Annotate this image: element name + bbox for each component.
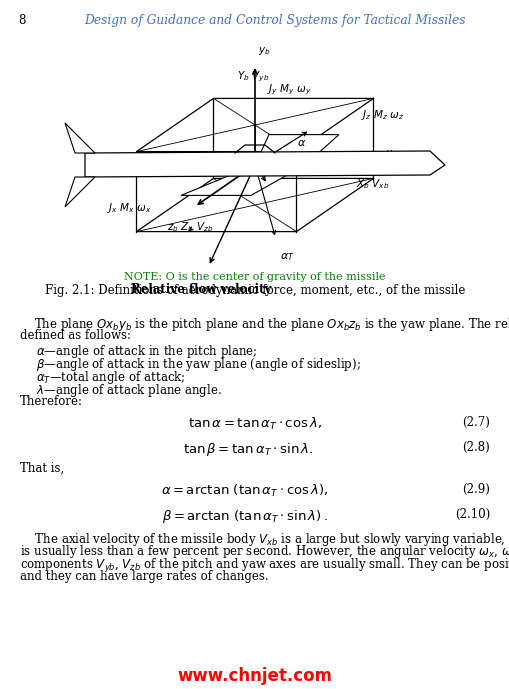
Text: That is,: That is, [20,462,64,475]
Text: $o$: $o$ [257,152,264,162]
Text: $X_b\ V_{xb}$: $X_b\ V_{xb}$ [356,177,389,191]
Text: $J_z\ M_z\ \omega_z$: $J_z\ M_z\ \omega_z$ [360,108,403,123]
Text: $\beta$: $\beta$ [261,165,269,179]
Polygon shape [85,151,444,177]
Polygon shape [181,165,304,196]
Text: Fig. 2.1: Definitions of aerodynamic force, moment, etc., of the missile: Fig. 2.1: Definitions of aerodynamic for… [45,284,464,297]
Text: $Y_b\ V_{yb}$: $Y_b\ V_{yb}$ [237,70,269,84]
Text: is usually less than a few percent per second. However, the angular velocity $\o: is usually less than a few percent per s… [20,544,509,562]
Text: $\alpha$: $\alpha$ [297,138,306,148]
Text: $\lambda$—angle of attack plane angle.: $\lambda$—angle of attack plane angle. [36,382,221,399]
Text: www.chnjet.com: www.chnjet.com [177,667,332,685]
Text: $z_b\ Z_b\ V_{zb}$: $z_b\ Z_b\ V_{zb}$ [166,220,213,234]
Text: $\beta = \arctan\,(\tan\alpha_T \cdot \sin\lambda)\,.$: $\beta = \arctan\,(\tan\alpha_T \cdot \s… [162,508,327,525]
Text: 8: 8 [18,14,25,27]
Text: defined as follows:: defined as follows: [20,329,131,342]
Text: $J_y\ M_y\ \omega_y$: $J_y\ M_y\ \omega_y$ [267,83,311,97]
Text: The axial velocity of the missile body $V_{xb}$ is a large but slowly varying va: The axial velocity of the missile body $… [20,531,509,548]
Text: Therefore:: Therefore: [20,395,83,408]
Text: and they can have large rates of changes.: and they can have large rates of changes… [20,570,268,583]
Text: $\alpha_T$: $\alpha_T$ [280,251,294,263]
Text: $\alpha$—angle of attack in the pitch plane;: $\alpha$—angle of attack in the pitch pl… [36,343,257,360]
Text: $\beta$—angle of attack in the yaw plane (angle of sideslip);: $\beta$—angle of attack in the yaw plane… [36,356,360,373]
Text: The plane $Ox_by_b$ is the pitch plane and the plane $Ox_bz_b$ is the yaw plane.: The plane $Ox_by_b$ is the pitch plane a… [34,316,509,333]
Text: $\alpha_T$—total angle of attack;: $\alpha_T$—total angle of attack; [36,369,185,386]
Polygon shape [65,123,95,153]
Text: (2.10): (2.10) [454,508,489,521]
Text: NOTE: O is the center of gravity of the missile: NOTE: O is the center of gravity of the … [124,272,385,282]
Text: $y_b$: $y_b$ [258,45,270,57]
Text: components $V_{yb}$, $V_{zb}$ of the pitch and yaw axes are usually small. They : components $V_{yb}$, $V_{zb}$ of the pit… [20,557,509,575]
Text: Relative flow velocity: Relative flow velocity [130,283,270,296]
Text: (2.7): (2.7) [461,416,489,429]
Text: (2.9): (2.9) [461,483,489,496]
Text: $\alpha = \arctan\,(\tan\alpha_T \cdot \cos\lambda),$: $\alpha = \arctan\,(\tan\alpha_T \cdot \… [161,483,328,499]
Polygon shape [254,134,338,165]
Text: Design of Guidance and Control Systems for Tactical Missiles: Design of Guidance and Control Systems f… [84,14,465,27]
Text: $\tan\beta = \tan\alpha_T \cdot \sin\lambda.$: $\tan\beta = \tan\alpha_T \cdot \sin\lam… [183,441,313,458]
Polygon shape [65,177,95,207]
Text: $J_x\ M_x\ \omega_x$: $J_x\ M_x\ \omega_x$ [107,200,152,215]
Text: (2.8): (2.8) [461,441,489,454]
Text: $\tan\alpha = \tan\alpha_T \cdot \cos\lambda,$: $\tan\alpha = \tan\alpha_T \cdot \cos\la… [188,416,321,432]
Text: $x_b$: $x_b$ [384,148,397,160]
